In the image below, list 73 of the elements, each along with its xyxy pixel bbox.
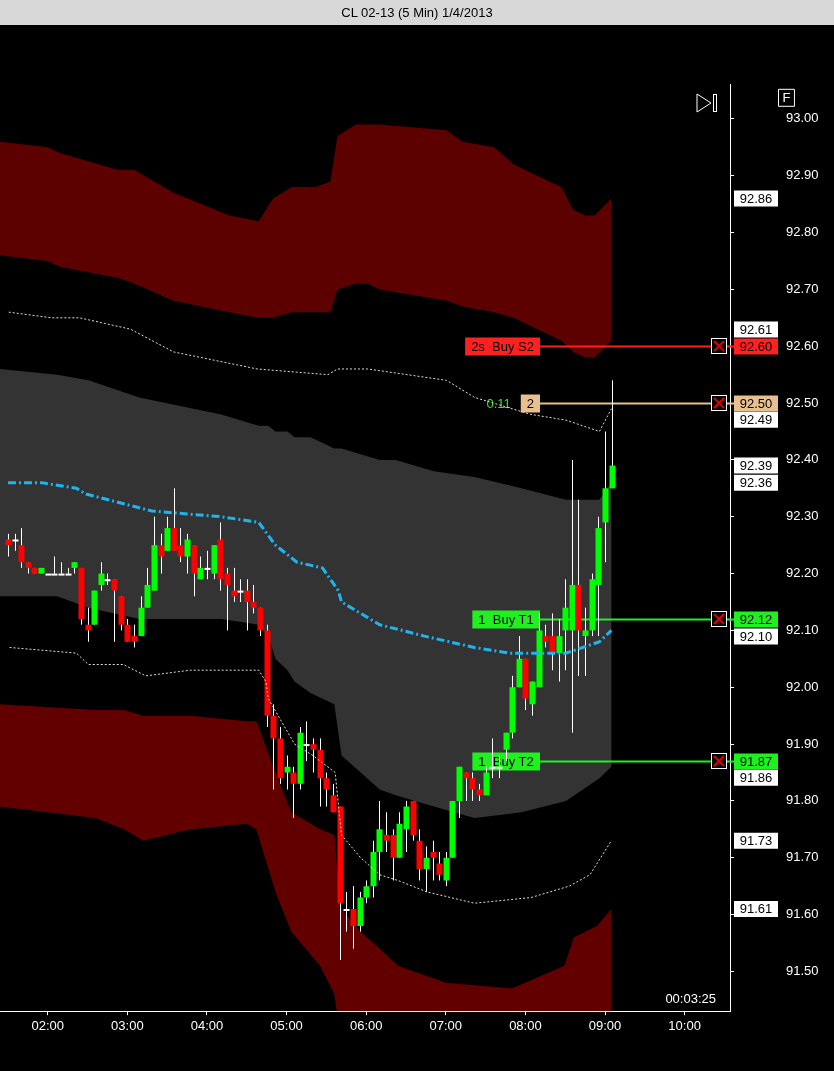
- y-tick-label: 92.40: [786, 451, 819, 467]
- y-tick-label: 91.50: [786, 962, 819, 978]
- ref-line-label: 92.60: [739, 339, 773, 355]
- annotation: 00:03:25: [665, 990, 716, 1006]
- candlestick: [257, 607, 264, 637]
- text: 91.61: [739, 901, 773, 917]
- candlestick: [430, 840, 437, 881]
- x-tick-label: 03:00: [111, 1017, 144, 1033]
- chart-title: CL 02-13 (5 Min) 1/4/2013: [0, 0, 834, 25]
- text: 92.49: [739, 412, 773, 428]
- y-tick-label: 93.00: [786, 110, 819, 126]
- candlestick: [18, 527, 25, 569]
- candlestick: [423, 845, 430, 893]
- candlestick: [443, 851, 450, 887]
- x-tick-label: 09:00: [588, 1017, 622, 1033]
- candlestick: [270, 703, 277, 791]
- candlestick: [158, 533, 165, 575]
- y-tick-label: 92.70: [786, 280, 819, 296]
- annotation: 0.11: [486, 395, 511, 411]
- candlestick: [343, 891, 350, 933]
- y-tick-label: 92.20: [786, 565, 819, 581]
- candlestick: [184, 533, 191, 575]
- y-tick-label: 91.90: [786, 735, 819, 751]
- ref-line-label: 92.50: [739, 396, 773, 412]
- text: 92.86: [739, 191, 773, 207]
- x-tick-label: 02:00: [31, 1017, 65, 1033]
- candlestick: [469, 772, 476, 802]
- x-tick-label: 05:00: [270, 1017, 303, 1033]
- candlestick: [290, 766, 297, 819]
- x-tick-label: 06:00: [349, 1017, 383, 1033]
- ref-line-label: 92.12: [739, 612, 773, 628]
- annotation: 1 Buy T1: [478, 612, 534, 628]
- candlestick: [323, 772, 330, 808]
- y-tick-label: 92.90: [786, 167, 819, 183]
- text: 92.36: [739, 475, 773, 491]
- x-tick-label: 04:00: [190, 1017, 224, 1033]
- candlestick: [164, 516, 171, 552]
- candlestick: [463, 772, 470, 802]
- candlestick: [483, 766, 490, 796]
- text: 91.73: [739, 833, 773, 849]
- candlestick: [303, 720, 310, 762]
- line-series: [9, 646, 612, 904]
- text: 92.10: [739, 628, 773, 644]
- candlestick: [582, 607, 589, 677]
- x-tick-label: 07:00: [429, 1017, 463, 1033]
- text: 91.86: [739, 770, 773, 786]
- annotation: 2s Buy S2: [471, 339, 535, 355]
- candlestick: [250, 584, 257, 614]
- y-tick-label: 91.70: [786, 849, 819, 865]
- y-tick-label: 91.80: [786, 792, 819, 808]
- text: F: [782, 89, 791, 105]
- text: 92.61: [739, 322, 773, 338]
- annotation: 2: [526, 396, 534, 412]
- y-tick-label: 92.50: [786, 394, 819, 410]
- ref-line-label: 91.87: [739, 754, 773, 770]
- candlestick: [237, 578, 244, 603]
- candlestick: [363, 879, 370, 904]
- y-tick-label: 92.30: [786, 508, 819, 524]
- x-tick-label: 08:00: [509, 1017, 542, 1033]
- candlestick: [436, 851, 443, 881]
- y-tick-label: 92.10: [786, 621, 819, 637]
- candlestick: [556, 618, 563, 683]
- line-series: [8, 311, 612, 432]
- y-tick-label: 92.00: [786, 678, 819, 694]
- candlestick: [204, 550, 211, 580]
- line-series: [6, 481, 613, 655]
- candlestick: [376, 800, 383, 881]
- y-tick-label: 92.60: [786, 337, 819, 353]
- text: 92.39: [739, 458, 773, 474]
- candlestick: [609, 379, 616, 489]
- y-tick-label: 91.60: [786, 906, 819, 922]
- y-tick-label: 92.80: [786, 224, 819, 240]
- x-tick-label: 10:00: [668, 1017, 701, 1033]
